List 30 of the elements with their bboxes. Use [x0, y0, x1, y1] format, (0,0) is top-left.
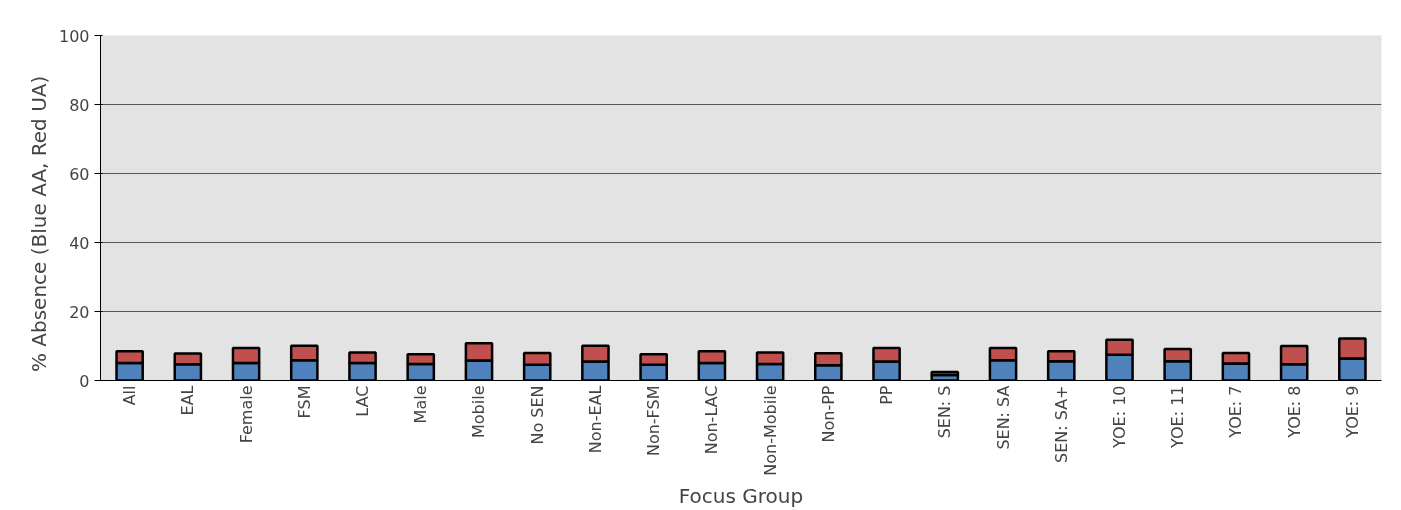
x-tick-label: YOE: 9: [1342, 385, 1362, 439]
y-tick-label: 100: [58, 26, 90, 46]
x-tick-label: SEN: SA+: [1051, 385, 1071, 464]
x-tick-label: EAL: [178, 385, 198, 416]
x-tick-label: Non-FSM: [644, 385, 664, 457]
y-axis-title: % Absence (Blue AA, Red UA): [26, 75, 51, 373]
x-tick-label: YOE: 7: [1226, 385, 1246, 439]
x-tick-label: Non-LAC: [702, 385, 722, 455]
x-tick-label: YOE: 8: [1284, 385, 1304, 439]
y-tick-label: 0: [79, 371, 90, 391]
x-tick-label: All: [120, 385, 140, 406]
x-tick-label: SEN: SA: [993, 385, 1013, 450]
y-tick-label: 20: [69, 302, 90, 322]
x-tick-label: YOE: 10: [1109, 385, 1129, 449]
x-tick-label: Mobile: [469, 385, 489, 438]
y-tick-label: 60: [69, 164, 90, 184]
x-tick-label: No SEN: [527, 385, 547, 445]
x-tick-label: Female: [236, 385, 256, 444]
x-tick-label: Non-Mobile: [760, 385, 780, 476]
x-tick-label: FSM: [294, 385, 314, 419]
y-tick-label: 40: [69, 233, 90, 253]
x-tick-label: SEN: S: [935, 385, 955, 439]
x-tick-label: YOE: 11: [1168, 385, 1188, 449]
x-tick-label: PP: [877, 385, 897, 405]
x-tick-label: LAC: [353, 385, 373, 417]
y-tick-label: 80: [69, 95, 90, 115]
x-tick-label: Non-PP: [818, 385, 838, 443]
x-tick-label: Non-EAL: [585, 385, 605, 454]
x-tick-label: Male: [411, 385, 431, 424]
x-axis-title: Focus Group: [678, 483, 804, 508]
